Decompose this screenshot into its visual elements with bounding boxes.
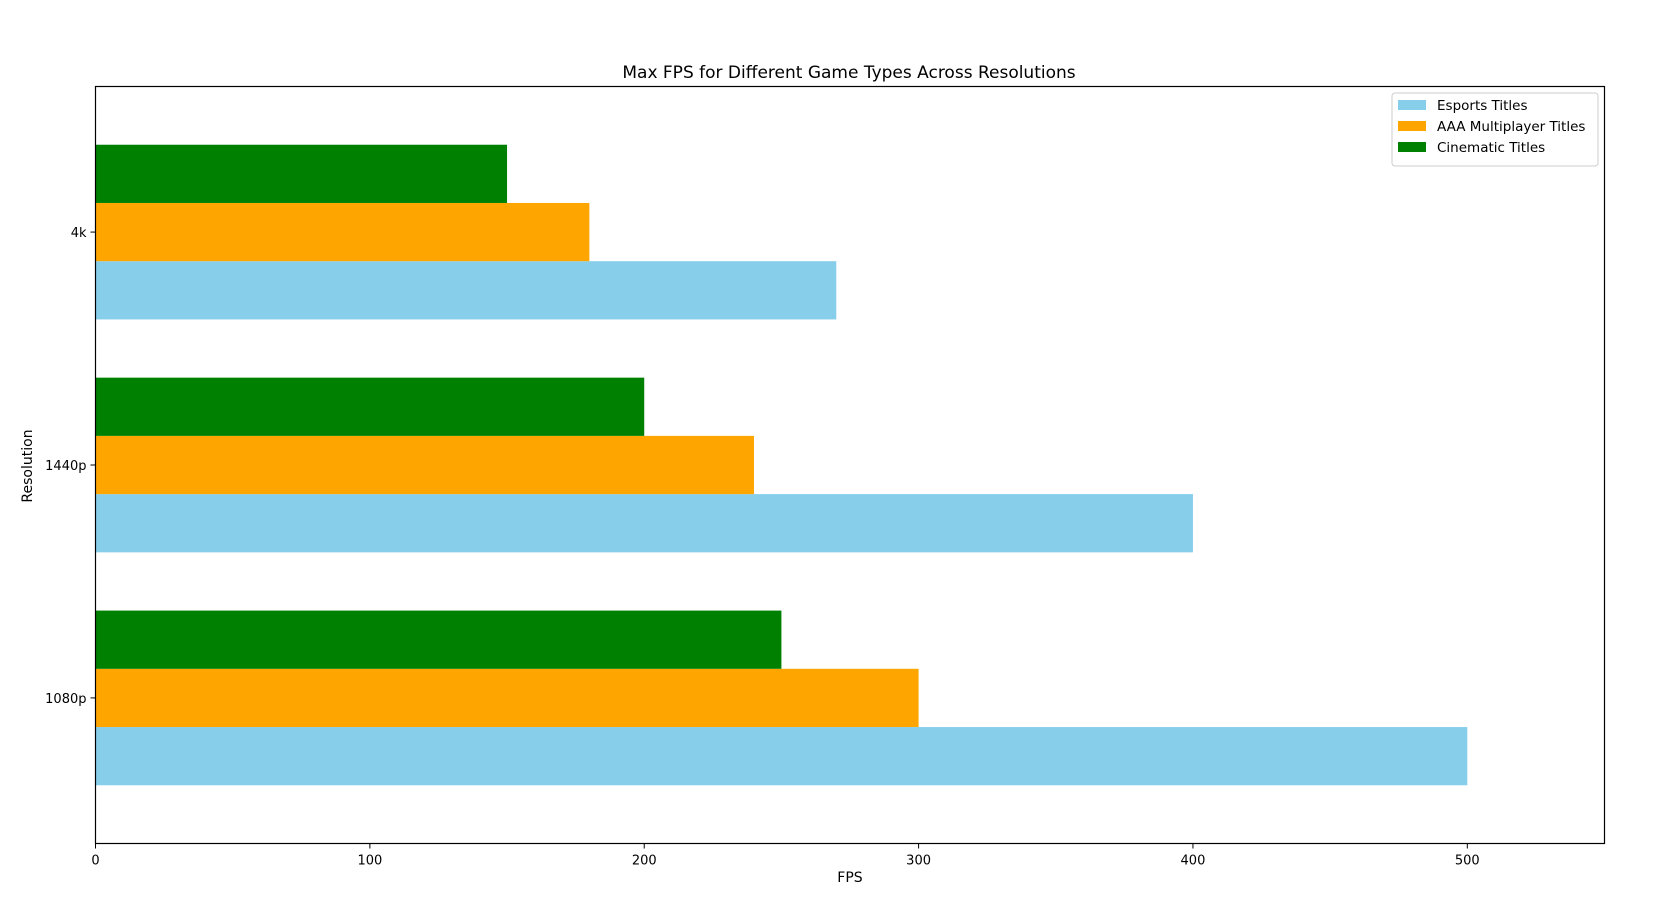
legend-label: Esports Titles <box>1437 98 1528 114</box>
x-tick-label: 100 <box>357 854 382 869</box>
legend-label: Cinematic Titles <box>1437 140 1545 156</box>
legend-swatch <box>1398 142 1426 152</box>
legend: Esports Titles AAA Multiplayer Titles Cine… <box>1391 92 1599 167</box>
y-tick-label: 1080p <box>45 692 86 707</box>
x-tick-label: 400 <box>1181 854 1206 869</box>
bars-group <box>95 144 1468 786</box>
y-tick-label: 1440p <box>45 459 86 474</box>
y-axis-label: Resolution <box>20 429 36 502</box>
legend-box <box>1391 92 1599 167</box>
bar-aaa-multiplayer-titles-4k <box>95 202 590 262</box>
bar-esports-titles-4k <box>95 261 837 320</box>
plot-area-frame <box>94 85 1606 845</box>
legend-swatch <box>1398 100 1426 110</box>
bar-cinematic-titles-1080p <box>95 610 782 669</box>
bar-cinematic-titles-4k <box>95 144 508 203</box>
bar-esports-titles-1080p <box>95 727 1468 786</box>
y-axis-ticks: 1080p 1440p 4k <box>45 226 96 707</box>
x-tick-label: 300 <box>906 854 931 869</box>
x-tick-label: 200 <box>632 854 657 869</box>
chart-title: Max FPS for Different Game Types Across … <box>622 63 1075 83</box>
legend-label: AAA Multiplayer Titles <box>1437 119 1585 135</box>
x-tick-label: 500 <box>1455 854 1480 869</box>
x-axis-label: FPS <box>837 870 862 886</box>
bar-aaa-multiplayer-titles-1440p <box>95 435 754 495</box>
bar-cinematic-titles-1440p <box>95 377 645 436</box>
legend-swatch <box>1398 121 1426 131</box>
bar-esports-titles-1440p <box>95 494 1193 553</box>
x-tick-label: 0 <box>91 854 99 869</box>
x-axis-ticks: 0 100 200 300 400 500 <box>91 843 1480 869</box>
y-tick-label: 4k <box>71 226 87 241</box>
bar-aaa-multiplayer-titles-1080p <box>95 668 919 728</box>
